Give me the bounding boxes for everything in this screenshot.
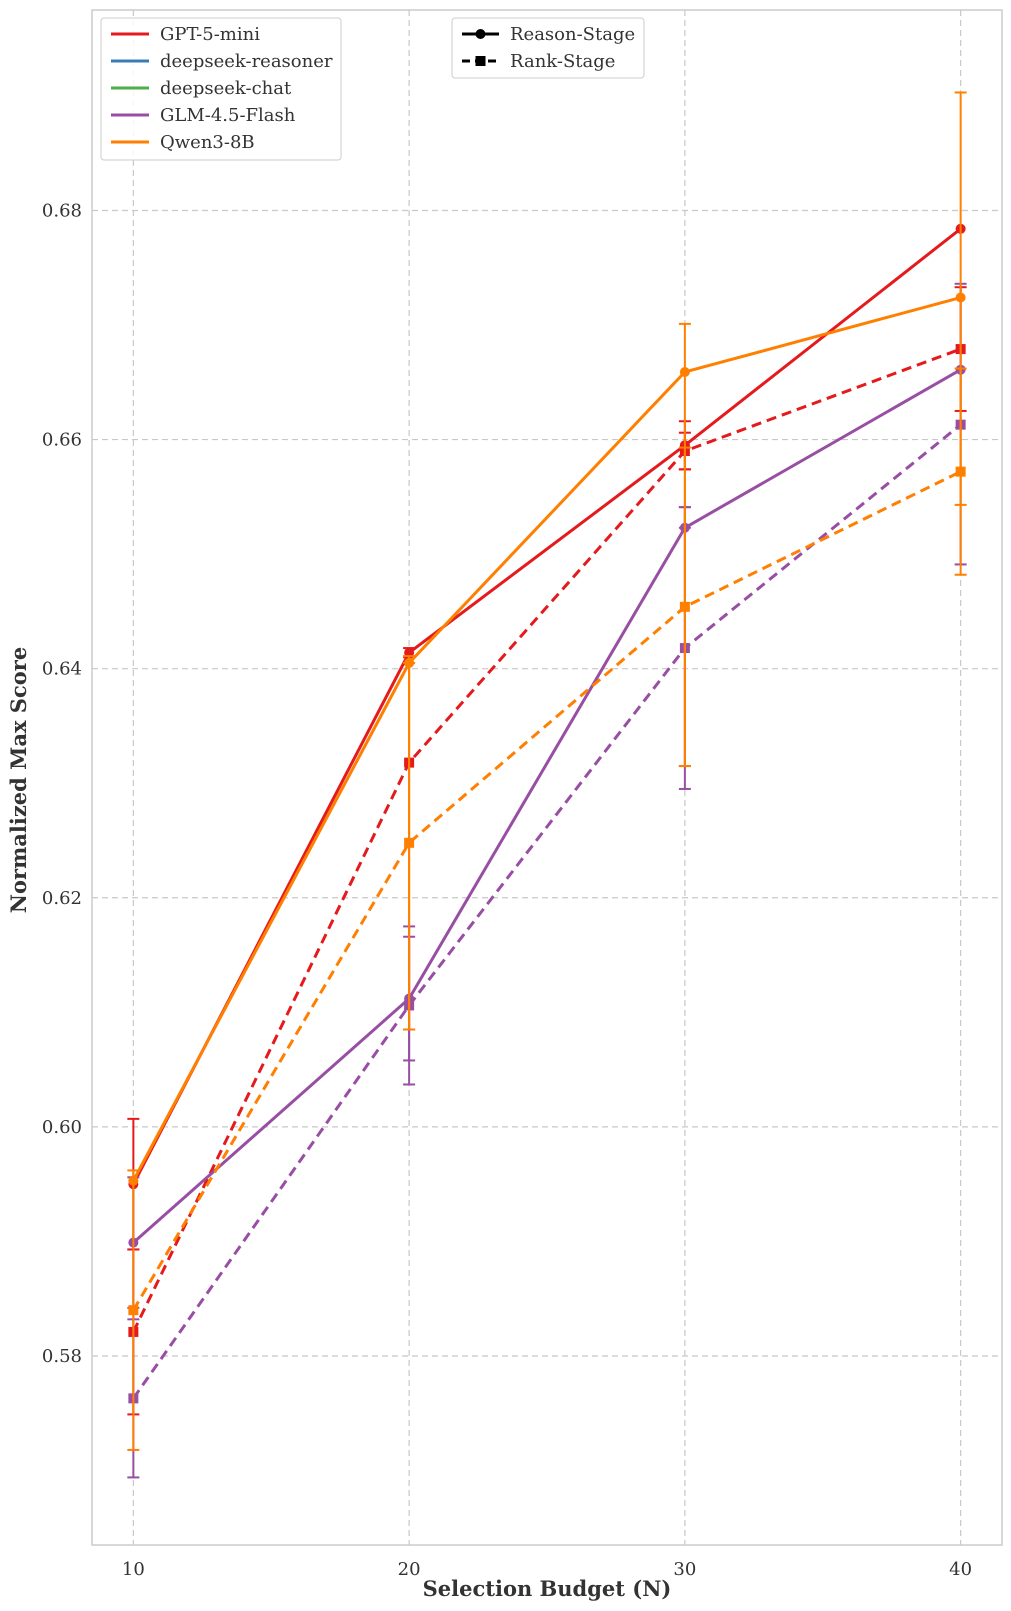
series-line <box>132 423 962 1400</box>
series-line <box>132 470 962 1311</box>
x-tick-label: 20 <box>398 1559 421 1580</box>
y-tick-label: 0.64 <box>42 659 82 680</box>
legend-marker <box>475 29 486 39</box>
series-Qwen3-8B-Rank-Stage <box>127 367 967 1451</box>
x-tick-label: 10 <box>122 1559 145 1580</box>
y-tick-label: 0.68 <box>42 200 82 221</box>
x-tick-label: 40 <box>949 1559 972 1580</box>
series-line <box>132 347 962 1333</box>
x-axis-title: Selection Budget (N) <box>423 1576 672 1601</box>
legend-label: GPT-5-mini <box>160 24 260 45</box>
data-point <box>679 601 690 612</box>
legend-label: Rank-Stage <box>510 51 615 72</box>
legend-models-box <box>100 17 342 161</box>
y-tick-label: 0.62 <box>42 888 82 909</box>
data-point <box>128 1305 139 1316</box>
series-line <box>132 368 962 1244</box>
legend-label: deepseek-chat <box>160 78 292 99</box>
y-tick-label: 0.58 <box>42 1346 82 1367</box>
data-point <box>955 466 966 477</box>
legend-marker <box>475 56 486 66</box>
legend-label: Reason-Stage <box>510 24 635 45</box>
series-line <box>132 227 962 1185</box>
legend-label: GLM-4.5-Flash <box>160 105 296 126</box>
tick-layer: 10 20 30 40 0.58 0.60 0.62 0.64 0.66 0.68 <box>42 200 972 1580</box>
legend-label: Qwen3-8B <box>160 132 255 153</box>
data-point <box>955 292 966 303</box>
y-axis-title: Normalized Max Score <box>6 647 31 913</box>
legend-label: deepseek-reasoner <box>160 51 333 72</box>
legend-models: GPT-5-mini deepseek-reasoner deepseek-chat… <box>100 17 342 161</box>
legend-stages-box <box>451 17 645 79</box>
x-tick-label: 30 <box>673 1559 696 1580</box>
series-line <box>132 296 962 1182</box>
legend-stages: Reason-Stage Rank-Stage <box>451 17 645 79</box>
data-point <box>404 837 415 848</box>
plot-frame <box>91 9 1003 1546</box>
data-point <box>679 366 690 377</box>
series-layer <box>127 91 967 1479</box>
y-tick-label: 0.66 <box>42 430 82 451</box>
y-tick-label: 0.60 <box>42 1117 82 1138</box>
